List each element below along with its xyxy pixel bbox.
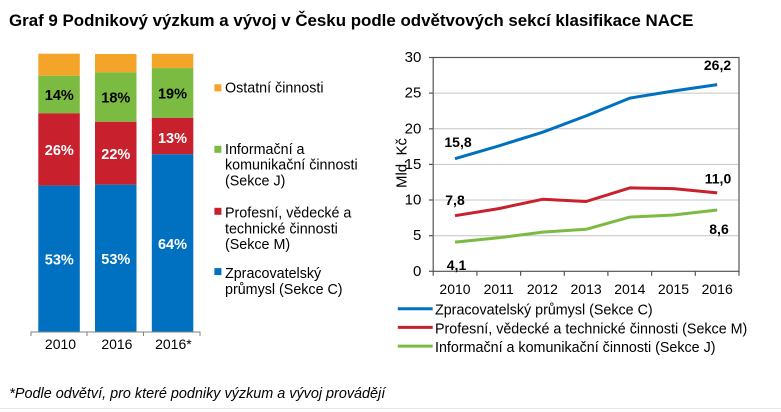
svg-text:18%: 18%	[101, 91, 130, 107]
svg-text:2015: 2015	[658, 281, 689, 297]
svg-text:komunikační činnosti: komunikační činnosti	[225, 158, 358, 174]
svg-text:(Sekce J): (Sekce J)	[225, 173, 285, 189]
svg-text:2012: 2012	[527, 281, 558, 297]
svg-text:26%: 26%	[45, 143, 74, 159]
svg-text:53%: 53%	[45, 253, 74, 269]
svg-text:průmysl (Sekce C): průmysl (Sekce C)	[225, 282, 343, 298]
svg-text:64%: 64%	[158, 237, 187, 253]
svg-text:19%: 19%	[158, 87, 187, 103]
svg-text:2013: 2013	[571, 281, 602, 297]
svg-text:2016: 2016	[702, 281, 733, 297]
svg-text:2016*: 2016*	[155, 336, 192, 352]
svg-text:Graf 9 Podnikový výzkum a vývo: Graf 9 Podnikový výzkum a vývoj v Česku …	[9, 11, 693, 30]
svg-text:11,0: 11,0	[705, 171, 732, 187]
svg-text:13%: 13%	[158, 131, 187, 147]
svg-text:Profesní, vědecké a technické: Profesní, vědecké a technické činnosti (…	[435, 322, 747, 338]
svg-text:Ostatní činnosti: Ostatní činnosti	[225, 81, 324, 97]
svg-text:*Podle odvětví, pro které podn: *Podle odvětví, pro které podniky výzkum…	[9, 386, 387, 402]
svg-text:53%: 53%	[101, 252, 130, 268]
svg-text:Zpracovatelský průmysl (Sekce: Zpracovatelský průmysl (Sekce C)	[435, 302, 653, 318]
svg-text:Zpracovatelský: Zpracovatelský	[225, 266, 322, 282]
svg-text:4,1: 4,1	[447, 257, 467, 273]
svg-text:14%: 14%	[45, 88, 74, 104]
svg-text:2010: 2010	[45, 336, 76, 352]
svg-text:Informační a: Informační a	[225, 142, 305, 158]
svg-text:15,8: 15,8	[444, 134, 471, 150]
svg-text:0: 0	[413, 263, 421, 280]
svg-text:5: 5	[413, 227, 421, 244]
svg-text:2014: 2014	[614, 281, 645, 297]
svg-text:technické činnosti: technické činnosti	[225, 221, 338, 237]
svg-text:30: 30	[405, 49, 422, 66]
svg-text:8,6: 8,6	[709, 221, 729, 237]
svg-text:2010: 2010	[439, 281, 470, 297]
svg-text:Informační a komunikační činno: Informační a komunikační činnosti (Sekce…	[435, 340, 716, 356]
svg-text:20: 20	[405, 120, 422, 137]
svg-text:10: 10	[405, 192, 422, 209]
svg-text:(Sekce M): (Sekce M)	[225, 237, 290, 253]
svg-text:2011: 2011	[484, 281, 514, 297]
svg-text:22%: 22%	[101, 147, 130, 163]
svg-text:7,8: 7,8	[445, 192, 465, 208]
svg-text:26,2: 26,2	[704, 57, 731, 73]
svg-text:2016: 2016	[101, 336, 132, 352]
svg-text:25: 25	[405, 85, 422, 102]
svg-text:Mld. Kč: Mld. Kč	[394, 137, 411, 188]
svg-text:Profesní, vědecké a: Profesní, vědecké a	[225, 206, 351, 222]
svg-text:15: 15	[405, 156, 422, 173]
